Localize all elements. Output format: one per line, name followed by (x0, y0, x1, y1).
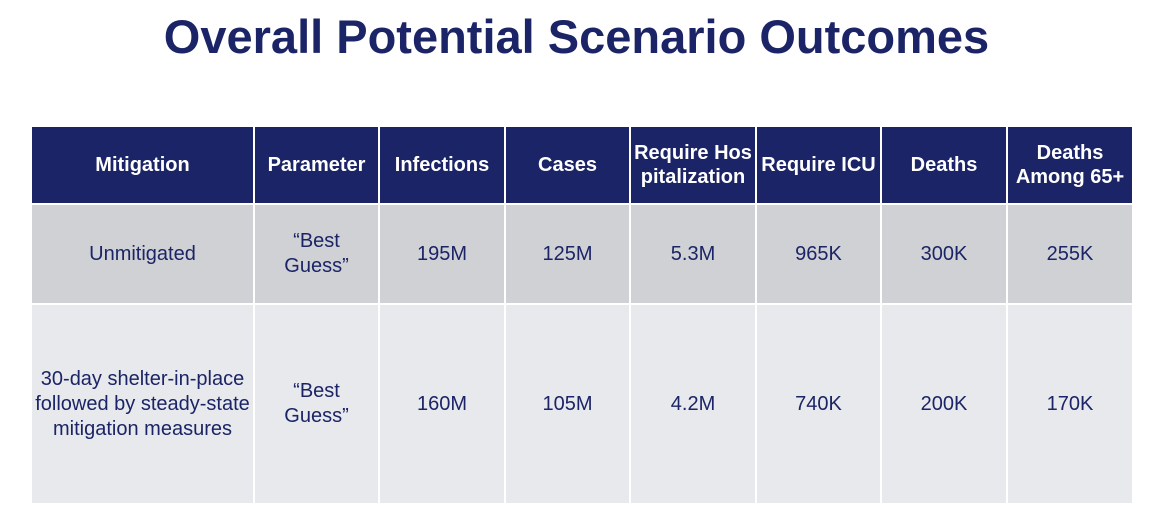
cell-deaths: 300K (880, 203, 1008, 305)
table-header-row: Mitigation Parameter Infections Cases Re… (30, 125, 1134, 205)
cell-hospitalization: 4.2M (629, 303, 757, 505)
header-require-icu: Require ICU (755, 125, 882, 205)
header-cases: Cases (504, 125, 631, 205)
page-title: Overall Potential Scenario Outcomes (163, 10, 990, 63)
table-row: 30-day shelter-in-place followed by stea… (30, 303, 1134, 505)
header-deaths: Deaths (880, 125, 1008, 205)
cell-hospitalization: 5.3M (629, 203, 757, 305)
cell-deaths-65: 170K (1006, 303, 1134, 505)
header-mitigation: Mitigation (30, 125, 255, 205)
cell-parameter: “Best Guess” (253, 203, 380, 305)
cell-cases: 105M (504, 303, 631, 505)
cell-mitigation: Unmitigated (30, 203, 255, 305)
cell-mitigation: 30-day shelter-in-place followed by stea… (30, 303, 255, 505)
cell-deaths-65: 255K (1006, 203, 1134, 305)
cell-cases: 125M (504, 203, 631, 305)
cell-infections: 160M (378, 303, 506, 505)
table-row: Unmitigated “Best Guess” 195M 125M 5.3M … (30, 203, 1134, 305)
header-deaths-among-65: Deaths Among 65+ (1006, 125, 1134, 205)
cell-parameter: “Best Guess” (253, 303, 380, 505)
cell-infections: 195M (378, 203, 506, 305)
scenario-outcomes-table: Mitigation Parameter Infections Cases Re… (30, 125, 1134, 505)
header-require-hospitalization: Require Hospitalization (629, 125, 757, 205)
cell-deaths: 200K (880, 303, 1008, 505)
cell-icu: 965K (755, 203, 882, 305)
cell-icu: 740K (755, 303, 882, 505)
header-parameter: Parameter (253, 125, 380, 205)
header-infections: Infections (378, 125, 506, 205)
